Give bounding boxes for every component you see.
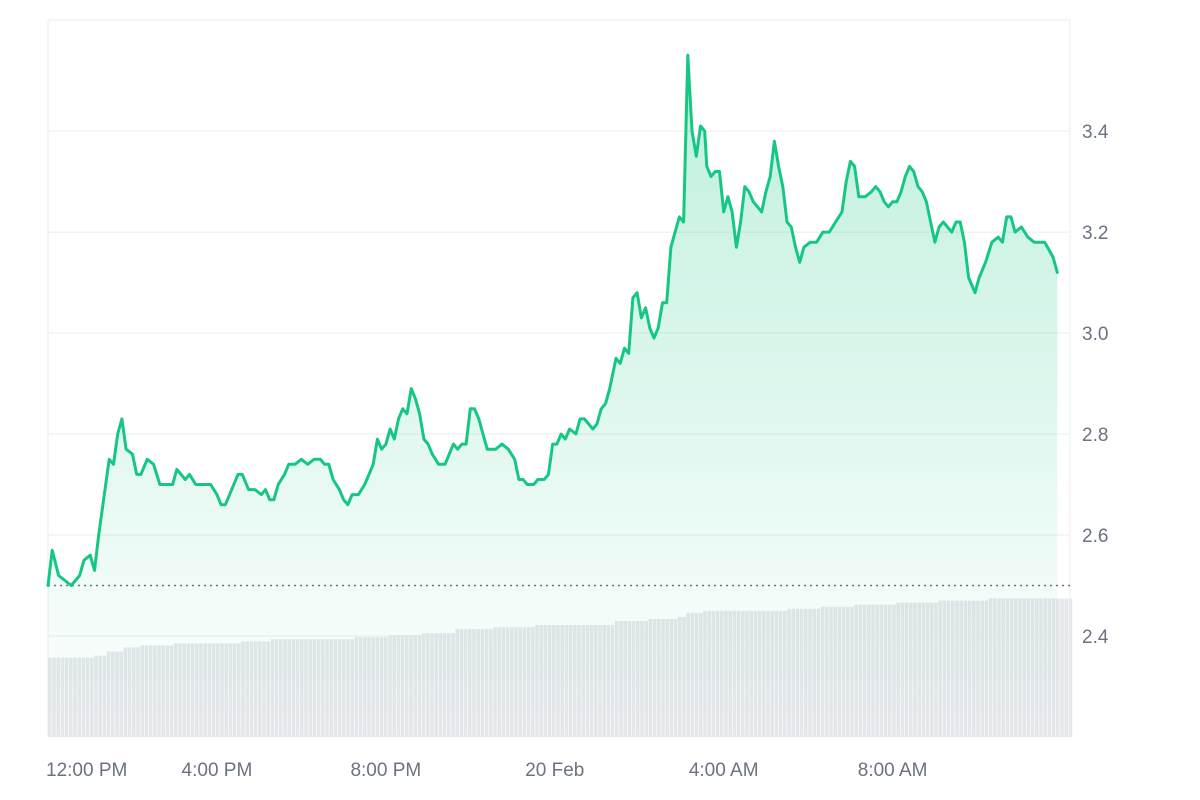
volume-bar xyxy=(1068,598,1073,737)
volume-bar xyxy=(1056,598,1060,737)
price-area-fill xyxy=(48,55,1058,738)
x-tick-label: 8:00 PM xyxy=(350,760,421,781)
y-tick-label: 3.0 xyxy=(1082,324,1108,345)
x-tick-label: 4:00 PM xyxy=(182,760,253,781)
y-tick-label: 3.4 xyxy=(1082,122,1109,143)
volume-bar xyxy=(1060,598,1064,737)
y-tick-label: 3.2 xyxy=(1082,223,1108,244)
x-axis: 12:00 PM 4:00 PM 8:00 PM 20 Feb 4:00 AM 8:00 … xyxy=(46,760,927,781)
price-line xyxy=(46,53,1059,587)
x-tick-label: 12:00 PM xyxy=(46,760,127,781)
y-tick-label: 2.8 xyxy=(1082,425,1108,446)
x-tick-label: 4:00 AM xyxy=(689,760,759,781)
y-tick-label: 2.6 xyxy=(1082,526,1108,547)
x-tick-label: 20 Feb xyxy=(525,760,584,781)
x-tick-label: 8:00 AM xyxy=(858,760,928,781)
y-tick-label: 2.4 xyxy=(1082,627,1109,648)
y-axis: 3.4 3.2 3.0 2.8 2.6 2.4 xyxy=(1082,122,1109,648)
volume-bar xyxy=(1064,598,1068,737)
